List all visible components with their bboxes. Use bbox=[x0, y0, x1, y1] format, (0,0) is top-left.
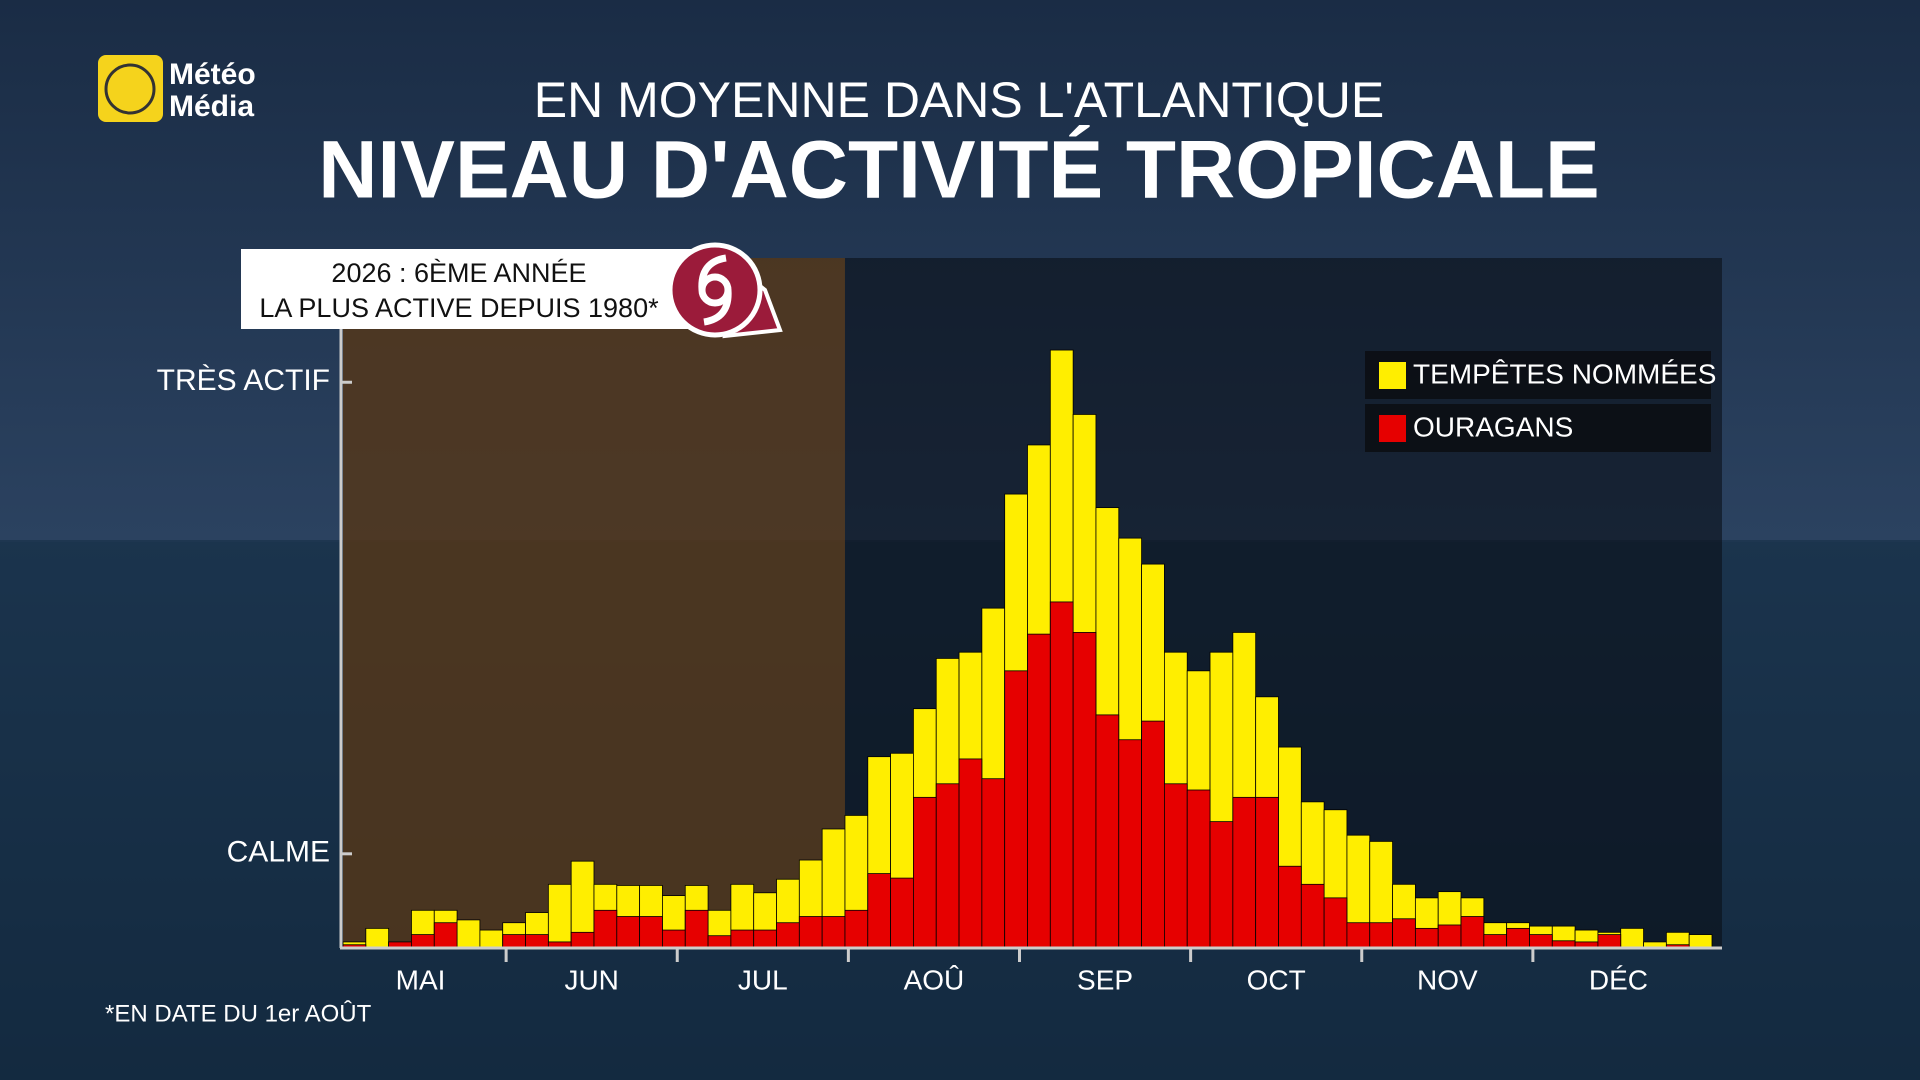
bar bbox=[1437, 924, 1462, 948]
bar bbox=[1688, 934, 1713, 948]
bar bbox=[1529, 934, 1553, 948]
bar bbox=[1414, 927, 1439, 948]
bar bbox=[776, 922, 800, 948]
bar bbox=[365, 927, 390, 948]
storm-icon bbox=[667, 242, 763, 338]
x-tick-label: OCT bbox=[1247, 964, 1306, 995]
legend-box bbox=[1365, 351, 1711, 399]
bar bbox=[1278, 865, 1302, 948]
annotation-text: LA PLUS ACTIVE DEPUIS 1980* bbox=[259, 293, 659, 323]
legend-swatch bbox=[1379, 362, 1406, 389]
legend-swatch bbox=[1379, 415, 1406, 442]
bar bbox=[525, 934, 549, 948]
bar bbox=[593, 909, 618, 948]
bar bbox=[1232, 796, 1257, 948]
bar bbox=[1506, 927, 1530, 948]
bar bbox=[1574, 941, 1599, 948]
bar bbox=[1300, 883, 1325, 948]
bar bbox=[1392, 918, 1416, 948]
bar bbox=[821, 916, 846, 948]
bar bbox=[547, 941, 572, 948]
bar bbox=[570, 931, 595, 948]
x-tick-label: SEP bbox=[1077, 964, 1133, 995]
x-tick-label: AOÛ bbox=[904, 964, 965, 995]
bar bbox=[1027, 633, 1051, 948]
logo-text: Météo bbox=[169, 58, 256, 91]
bar bbox=[913, 796, 937, 948]
bar bbox=[707, 935, 732, 948]
y-tick-label: CALME bbox=[227, 836, 330, 869]
bar bbox=[1141, 720, 1165, 948]
annotation-text: 2026 : 6ÈME ANNÉE bbox=[331, 258, 586, 288]
bar bbox=[1483, 934, 1508, 948]
bar bbox=[639, 916, 663, 948]
logo-text: Média bbox=[169, 90, 254, 123]
bar bbox=[1072, 632, 1097, 948]
bar bbox=[456, 919, 481, 948]
bar bbox=[662, 929, 686, 948]
bar bbox=[844, 909, 869, 948]
bar bbox=[867, 873, 891, 948]
bar bbox=[958, 758, 983, 948]
bar bbox=[798, 916, 823, 948]
bar bbox=[1323, 897, 1348, 948]
legend-label: TEMPÊTES NOMMÉES bbox=[1413, 358, 1716, 389]
bar bbox=[1164, 783, 1188, 948]
storm-arms bbox=[698, 254, 732, 326]
bar bbox=[547, 883, 572, 948]
chart-title: NIVEAU D'ACTIVITÉ TROPICALE bbox=[318, 125, 1599, 216]
bar bbox=[1255, 796, 1279, 948]
y-tick-label: TRÈS ACTIF bbox=[157, 364, 330, 397]
bar bbox=[753, 929, 777, 948]
legend-box bbox=[1365, 404, 1711, 452]
x-tick-label: DÉC bbox=[1589, 964, 1648, 995]
bar bbox=[433, 922, 458, 948]
bar bbox=[684, 909, 709, 948]
bar bbox=[616, 916, 641, 948]
bar bbox=[1460, 916, 1485, 948]
bar bbox=[479, 929, 504, 948]
x-tick-label: JUN bbox=[564, 964, 618, 995]
x-tick-label: JUL bbox=[738, 964, 788, 995]
x-tick-label: NOV bbox=[1417, 964, 1478, 995]
x-tick-label: MAI bbox=[396, 964, 446, 995]
bar bbox=[1620, 927, 1644, 948]
bar bbox=[502, 934, 526, 948]
logo-globe bbox=[104, 63, 156, 115]
annotation-box bbox=[241, 249, 691, 329]
bar bbox=[1551, 940, 1576, 948]
bar bbox=[1186, 789, 1211, 948]
bar bbox=[1004, 670, 1028, 948]
bar bbox=[411, 934, 435, 948]
bar bbox=[890, 877, 914, 948]
bar bbox=[1346, 922, 1371, 948]
chart-subtitle: EN MOYENNE DANS L'ATLANTIQUE bbox=[534, 72, 1384, 128]
bar bbox=[935, 783, 960, 948]
bar bbox=[388, 941, 412, 948]
bar bbox=[1049, 601, 1074, 948]
bar bbox=[1597, 934, 1622, 948]
bar bbox=[730, 929, 755, 948]
bar bbox=[1209, 821, 1234, 948]
bar bbox=[1643, 941, 1667, 948]
bar bbox=[981, 778, 1006, 948]
legend-label: OURAGANS bbox=[1413, 411, 1573, 442]
past-shade bbox=[343, 258, 845, 947]
bar bbox=[1118, 739, 1142, 948]
bar bbox=[1095, 714, 1120, 948]
bar bbox=[1369, 922, 1393, 948]
footnote: *EN DATE DU 1er AOÛT bbox=[105, 999, 372, 1027]
